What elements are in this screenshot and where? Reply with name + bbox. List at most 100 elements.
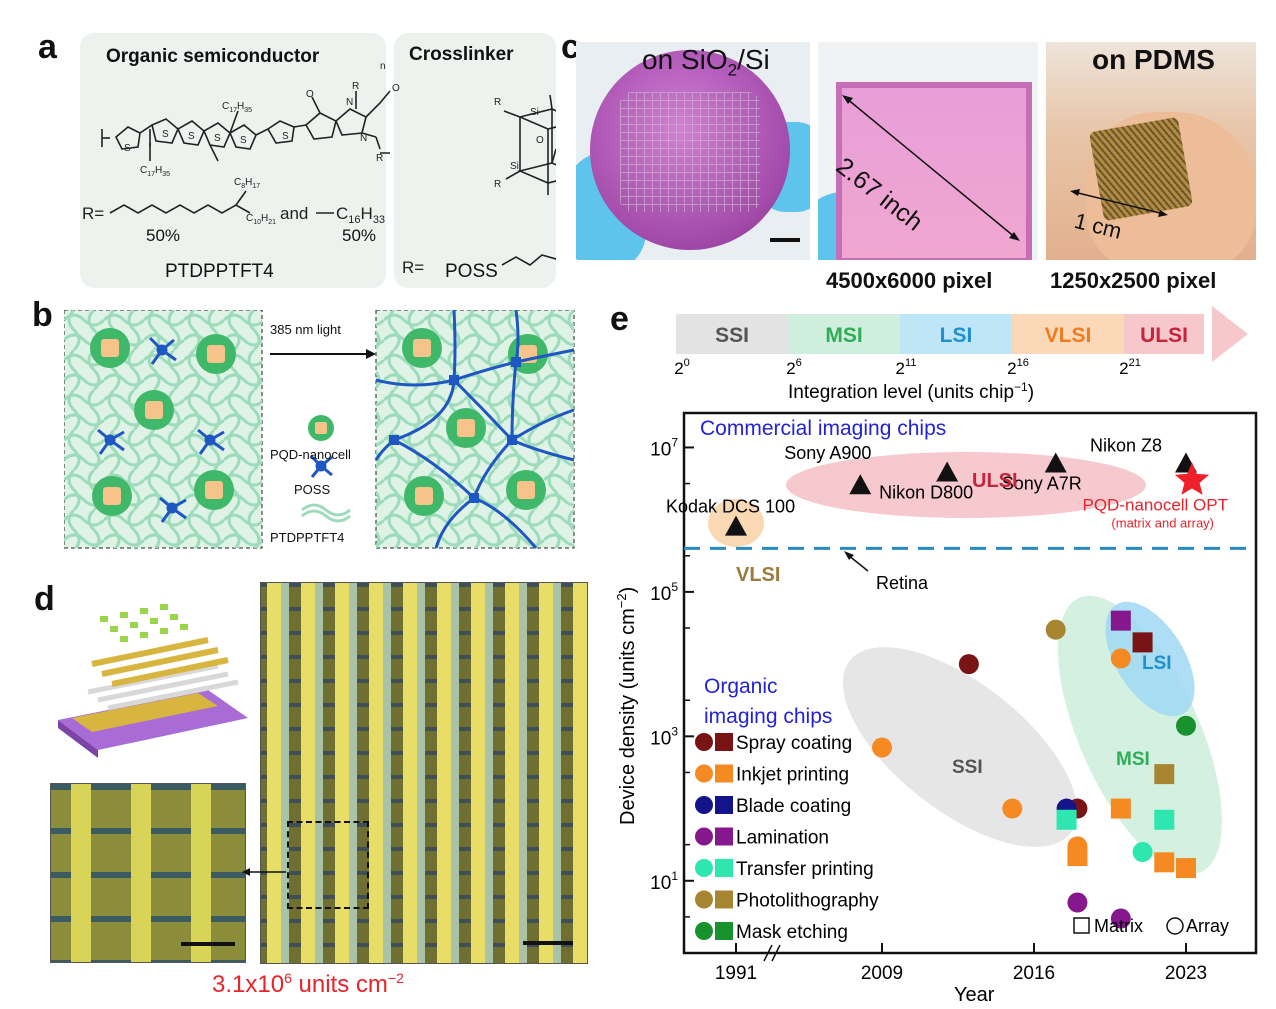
n-atom: N bbox=[360, 133, 367, 144]
polymer-name: PTDPPTFT4 bbox=[165, 261, 274, 282]
data-point-array bbox=[1045, 619, 1066, 640]
zoomed-micrograph bbox=[50, 783, 246, 963]
o-atom: O bbox=[392, 83, 400, 94]
organic-title-2: imaging chips bbox=[704, 705, 832, 728]
svg-text:Matrix: Matrix bbox=[1094, 916, 1143, 936]
msi-label: MSI bbox=[1116, 749, 1150, 770]
s-atom: S bbox=[282, 131, 289, 142]
svg-text:C17H35: C17H35 bbox=[222, 101, 252, 114]
crosslinking-schematic bbox=[64, 310, 575, 549]
s-atom: S bbox=[162, 129, 169, 140]
semiconductor-box bbox=[80, 33, 386, 288]
pqd-star-note: (matrix and array) bbox=[1111, 515, 1214, 530]
cm-arrow bbox=[1070, 189, 1168, 217]
scale-segment-lsi bbox=[900, 314, 1012, 354]
legend-square bbox=[715, 827, 733, 846]
scale-tick: 26 bbox=[786, 357, 802, 378]
plot-frame bbox=[682, 411, 1258, 955]
pixel-label-1: 4500x6000 pixel bbox=[826, 268, 993, 293]
legend-square bbox=[715, 922, 733, 940]
and-text: and bbox=[280, 204, 308, 223]
data-point-matrix bbox=[1110, 610, 1131, 631]
pct-1: 50% bbox=[146, 226, 181, 245]
r-group: R bbox=[494, 179, 501, 190]
svg-text:C10H21: C10H21 bbox=[246, 213, 276, 226]
legend-circle bbox=[695, 764, 713, 783]
scale-label-ulsi: ULSI bbox=[1140, 324, 1188, 347]
r-equals: R= bbox=[82, 204, 104, 223]
scale-arrowhead bbox=[1212, 306, 1248, 362]
s-atom: S bbox=[188, 131, 195, 142]
data-point-array bbox=[1176, 715, 1196, 736]
data-point-array bbox=[1110, 648, 1131, 669]
y-axis-label: Device density (units cm−2) bbox=[614, 587, 639, 825]
legend-ptd: PTDPPTFT4 bbox=[270, 530, 345, 545]
data-point-matrix bbox=[1132, 632, 1153, 653]
legend-circle bbox=[695, 922, 713, 940]
legend-label: Inkjet printing bbox=[736, 765, 849, 786]
on-sio2-label: on SiO2/Si bbox=[642, 44, 770, 80]
device-layer-illustration bbox=[58, 604, 248, 758]
x-tick-label: 2016 bbox=[1013, 963, 1055, 984]
panel-label-e: e bbox=[610, 300, 629, 338]
y-tick-label: 103 bbox=[650, 724, 678, 749]
s-atom: S bbox=[124, 143, 131, 154]
r-equals-2: R= bbox=[402, 258, 424, 277]
repeat-n: n bbox=[380, 61, 386, 72]
ssi-label: SSI bbox=[952, 757, 983, 778]
legend-circle bbox=[695, 796, 713, 814]
commercial-chip-marker bbox=[936, 461, 959, 482]
crosslinker-name: POSS bbox=[445, 261, 498, 282]
legend-label: Mask etching bbox=[736, 922, 848, 943]
o-atom: O bbox=[306, 89, 314, 100]
commercial-chip-label: Sony A7R bbox=[1002, 473, 1082, 493]
x-tick-label: 2009 bbox=[861, 963, 903, 984]
ulsi-label: ULSI bbox=[972, 470, 1018, 492]
scale-tick: 20 bbox=[674, 357, 690, 378]
legend-square bbox=[715, 859, 733, 877]
commercial-title: Commercial imaging chips bbox=[700, 417, 946, 440]
data-point-matrix bbox=[1176, 858, 1196, 879]
on-pdms-label: on PDMS bbox=[1092, 44, 1215, 75]
n-atom: N bbox=[346, 97, 353, 108]
crosslinker-title: Crosslinker bbox=[409, 44, 514, 65]
array-micrograph bbox=[260, 582, 588, 964]
pqd-star-label: PQD-nanocell OPT bbox=[1083, 495, 1229, 514]
panel-label-c: c bbox=[561, 28, 580, 66]
finger-photo bbox=[1046, 42, 1256, 260]
data-point-array bbox=[1132, 842, 1153, 863]
legend-square bbox=[715, 890, 733, 909]
inch-arrow bbox=[842, 95, 1020, 241]
s-atom: S bbox=[214, 133, 221, 144]
data-point-array bbox=[958, 654, 979, 675]
x-tick-label: 1991 bbox=[715, 963, 757, 984]
legend-label: Transfer printing bbox=[736, 859, 874, 880]
scale-axis-label: Integration level (units chip−1) bbox=[788, 380, 1034, 403]
commercial-chip-label: Kodak DCS 100 bbox=[666, 497, 795, 517]
scale-tick: 211 bbox=[896, 357, 917, 378]
scale-label-ssi: SSI bbox=[715, 324, 749, 347]
data-point-matrix bbox=[1154, 764, 1175, 785]
light-label: 385 nm light bbox=[270, 322, 341, 337]
legend-label: Blade coating bbox=[736, 796, 851, 817]
panel-label-a: a bbox=[38, 28, 57, 66]
legend-label: Photolithography bbox=[736, 891, 879, 912]
commercial-chip-marker bbox=[849, 474, 872, 495]
pixel-label-2: 1250x2500 pixel bbox=[1050, 268, 1217, 293]
integration-scale: SSI MSI LSI VLSI ULSI 20 26 211 216 221 Integrat… bbox=[674, 306, 1248, 403]
panel-label-b: b bbox=[32, 296, 53, 334]
shape-legend: Matrix Array bbox=[1073, 916, 1229, 936]
legend-circle bbox=[695, 890, 713, 909]
wafer-photo bbox=[576, 42, 810, 260]
svg-text:C16H33: C16H33 bbox=[336, 204, 385, 226]
r-group: R bbox=[376, 153, 383, 164]
y-tick-label: 105 bbox=[650, 580, 678, 605]
ssi-region bbox=[842, 647, 1078, 847]
data-point-array bbox=[1110, 908, 1131, 929]
data-point-matrix bbox=[1154, 809, 1175, 830]
r-group: R bbox=[352, 81, 359, 92]
msi-region bbox=[1057, 595, 1223, 875]
crosslinked-network bbox=[374, 310, 575, 549]
r-group: R bbox=[494, 97, 501, 108]
pct-2: 50% bbox=[342, 226, 377, 245]
